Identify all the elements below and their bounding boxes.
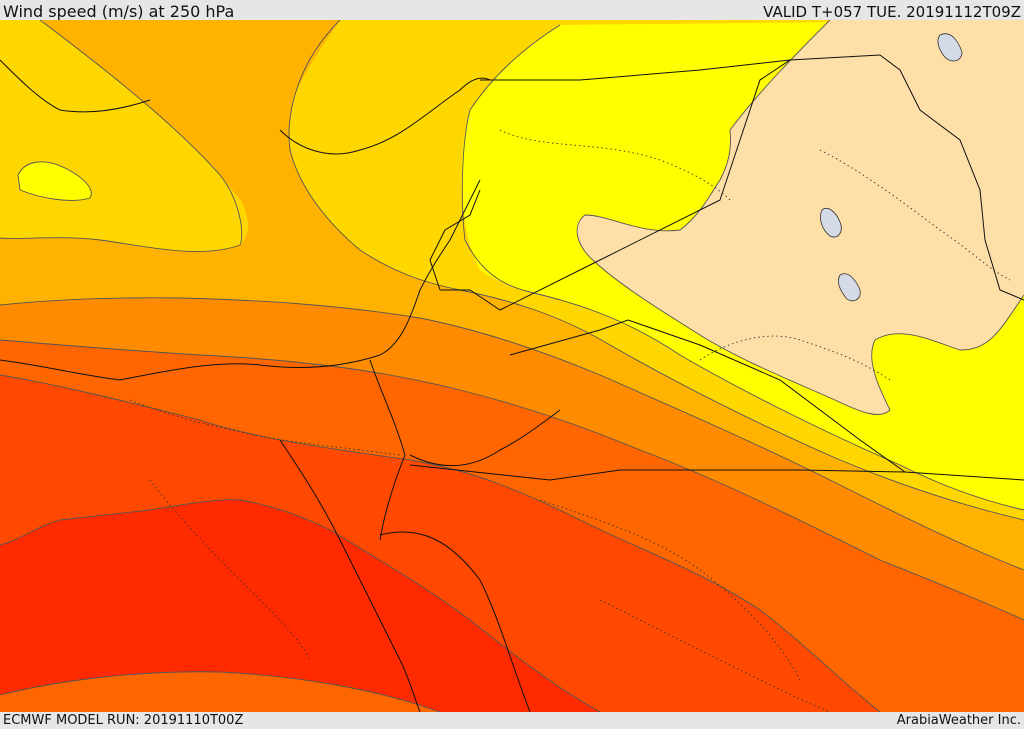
contour-line: [576, 20, 1024, 415]
lake: [820, 207, 842, 238]
admin-border: [149, 479, 311, 661]
lake: [838, 273, 861, 302]
contour-line: [0, 671, 441, 712]
admin-border: [499, 129, 731, 201]
coastline: [0, 59, 151, 113]
contour-line: [17, 161, 92, 201]
map-header: Wind speed (m/s) at 250 hPa VALID T+057 …: [0, 0, 1024, 21]
contour-line: [288, 20, 1024, 521]
wind-band-6-south: [0, 671, 440, 712]
contour-line: [0, 374, 881, 712]
admin-border: [599, 599, 831, 712]
coastline: [279, 77, 491, 155]
wind-band-4-north: [40, 20, 340, 220]
wind-band-1: [577, 20, 1024, 415]
contour-line: [0, 20, 243, 252]
wind-contours: [0, 20, 1024, 712]
model-run: ECMWF MODEL RUN: 20191110T00Z: [3, 713, 244, 728]
border: [409, 464, 1024, 481]
map-title: Wind speed (m/s) at 250 hPa: [3, 2, 235, 21]
border: [480, 59, 791, 81]
admin-border: [539, 499, 801, 681]
admin-border: [819, 149, 1011, 281]
coastline: [0, 179, 481, 381]
contour-line: [0, 297, 1024, 571]
border: [429, 189, 481, 291]
contour-line: [0, 339, 1024, 621]
internal-borders: [129, 129, 1011, 712]
wind-speed-map: [0, 20, 1024, 712]
border: [509, 319, 906, 473]
border: [440, 289, 501, 311]
admin-border: [699, 335, 891, 381]
coastline: [379, 454, 406, 541]
lake: [937, 33, 963, 62]
lakes: [820, 33, 963, 302]
contour-line: [461, 24, 1024, 511]
map-footer: ECMWF MODEL RUN: 20191110T00Z ArabiaWeat…: [0, 712, 1024, 729]
border: [369, 359, 406, 456]
coastline: [279, 439, 421, 712]
coastline: [409, 409, 561, 467]
valid-time: VALID T+057 TUE. 20191112T09Z: [763, 3, 1021, 21]
credit: ArabiaWeather Inc.: [896, 713, 1021, 728]
border: [499, 54, 1024, 311]
coastline: [379, 531, 531, 712]
coastlines-and-borders: [0, 54, 1024, 712]
contour-line: [0, 499, 601, 712]
wind-band-2-spot: [18, 161, 92, 201]
